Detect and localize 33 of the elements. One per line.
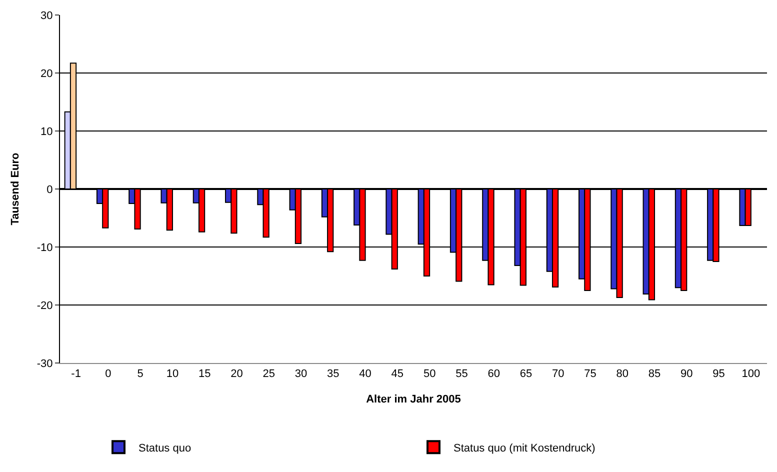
x-tick-label: 65 [520, 368, 532, 380]
x-tick-label: 5 [137, 368, 144, 380]
y-tick-label: -30 [36, 358, 53, 370]
x-tick-label: 15 [198, 368, 211, 380]
y-axis-title: Tausend Euro [10, 152, 22, 226]
y-tick-label: -10 [36, 242, 53, 254]
legend-label: Status quo [138, 442, 192, 454]
y-tick-label: 20 [40, 68, 53, 80]
legend-label: Status quo (mit Kostendruck) [454, 442, 596, 454]
y-tick-label: 10 [40, 126, 53, 138]
x-tick-label: 50 [423, 368, 436, 380]
x-tick-label: 80 [616, 368, 629, 380]
x-tick-label: 30 [294, 368, 308, 380]
x-tick-label: -1 [71, 368, 81, 380]
y-tick-label: 30 [40, 10, 53, 22]
x-tick-label: 25 [262, 368, 276, 380]
x-tick-label: 20 [230, 368, 243, 380]
y-tick-label: -20 [36, 300, 53, 312]
x-tick-label: 85 [648, 368, 661, 380]
x-tick-label: 90 [680, 368, 693, 380]
x-tick-label: 45 [391, 368, 404, 380]
x-tick-label: 35 [327, 368, 340, 380]
x-tick-label: 70 [552, 368, 564, 380]
x-axis-title: Alter im Jahr 2005 [366, 393, 461, 406]
x-tick-label: 100 [742, 368, 760, 380]
x-tick-label: 55 [456, 368, 468, 380]
y-tick-label: 0 [46, 184, 53, 196]
x-tick-label: 40 [359, 368, 372, 380]
x-tick-label: 10 [166, 368, 179, 380]
x-tick-label: 0 [105, 368, 112, 380]
x-tick-label: 60 [488, 368, 500, 380]
x-tick-label: 95 [712, 368, 725, 380]
x-tick-label: 75 [584, 368, 596, 380]
